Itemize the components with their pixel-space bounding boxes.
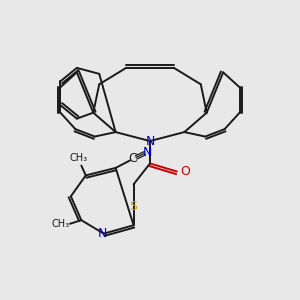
Text: N: N bbox=[142, 146, 152, 160]
Text: CH₃: CH₃ bbox=[69, 153, 87, 163]
Text: N: N bbox=[98, 227, 107, 240]
Text: N: N bbox=[145, 134, 155, 148]
Text: C: C bbox=[128, 152, 137, 166]
Text: S: S bbox=[130, 200, 138, 213]
Text: CH₃: CH₃ bbox=[52, 219, 70, 229]
Text: O: O bbox=[180, 165, 190, 178]
